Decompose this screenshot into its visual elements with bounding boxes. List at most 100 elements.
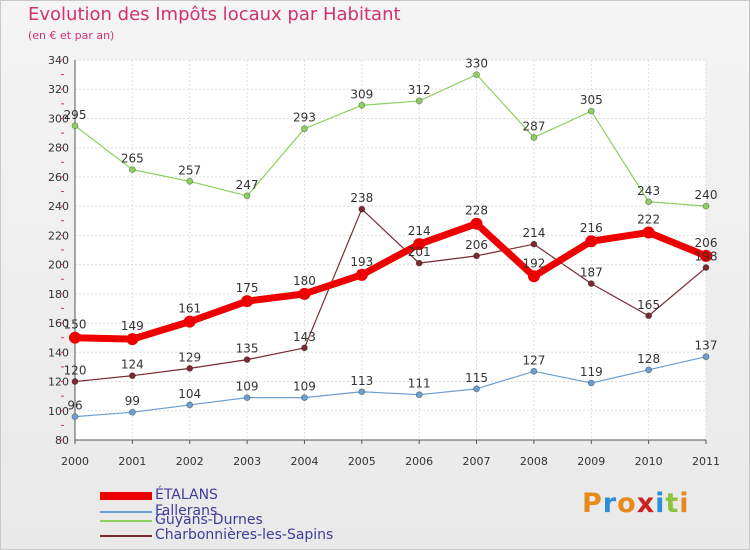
data-point	[473, 71, 480, 79]
data-label: 330	[465, 57, 488, 71]
data-label: 137	[695, 339, 718, 353]
data-label: 216	[580, 221, 603, 235]
data-point	[186, 401, 194, 409]
data-point	[642, 226, 655, 239]
x-tick-label: 2001	[118, 455, 146, 468]
data-label: 309	[350, 87, 373, 101]
data-point	[473, 252, 480, 260]
x-tick-label: 2000	[61, 455, 89, 468]
data-point	[71, 413, 79, 421]
data-label: 222	[637, 212, 660, 226]
data-point	[243, 394, 251, 402]
data-label: 150	[64, 318, 87, 332]
data-label: 149	[121, 319, 144, 333]
legend-swatch	[100, 520, 152, 522]
y-tick-label: 260	[48, 171, 69, 184]
data-label: 127	[522, 353, 545, 367]
data-point	[71, 378, 79, 385]
data-point	[69, 331, 81, 344]
y-tick-label: 320	[48, 83, 69, 96]
y-tick-label: 240	[48, 200, 69, 213]
x-tick-label: 2004	[290, 455, 318, 468]
data-point	[241, 295, 254, 308]
data-label: 287	[522, 119, 545, 133]
series-fallerans	[71, 353, 710, 421]
legend-label: Guyans-Durnes	[155, 512, 263, 528]
y-tick-label: 140	[48, 346, 69, 359]
logo-letter: o	[617, 488, 637, 519]
data-point	[355, 268, 368, 281]
data-point	[126, 333, 139, 346]
data-label: 257	[178, 163, 201, 177]
plot-area	[75, 60, 706, 440]
data-point	[702, 264, 710, 271]
axes: 8010012014016018020022024026028030032034…	[48, 54, 720, 468]
data-label: 175	[236, 281, 259, 295]
line-chart: 8010012014016018020022024026028030032034…	[48, 54, 720, 468]
data-label: 214	[522, 226, 545, 240]
data-point	[415, 259, 423, 267]
series-line-fallerans	[74, 356, 707, 418]
y-tick-label: 120	[48, 376, 69, 389]
data-label: 165	[637, 298, 660, 312]
y-tick-label: 160	[48, 317, 69, 330]
data-point	[186, 177, 194, 185]
data-label: 214	[408, 224, 431, 238]
data-point	[298, 287, 311, 300]
data-point	[358, 205, 366, 213]
data-point	[186, 364, 194, 372]
data-point	[587, 280, 595, 288]
series-line-charbonnieres-les-sapins	[74, 208, 707, 383]
data-point	[183, 315, 196, 328]
data-point	[415, 97, 423, 105]
x-tick-label: 2009	[577, 455, 605, 468]
legend-label: ÉTALANS	[155, 487, 218, 503]
data-point	[530, 134, 538, 141]
data-label: 293	[293, 111, 316, 125]
x-tick-label: 2006	[405, 455, 433, 468]
logo-letter: r	[602, 488, 618, 519]
data-label: 96	[67, 399, 82, 413]
data-point	[301, 125, 308, 133]
data-point	[358, 388, 366, 396]
data-point	[301, 344, 308, 352]
logo-letter: t	[665, 488, 680, 519]
data-label: 295	[64, 108, 87, 122]
x-tick-label: 2005	[348, 455, 376, 468]
series-line-etalans	[74, 220, 708, 343]
logo-letter: P	[582, 488, 603, 519]
data-label: 312	[408, 83, 431, 97]
grid	[74, 59, 707, 441]
y-tick-label: 100	[48, 405, 69, 418]
data-point	[301, 394, 308, 402]
data-label: 104	[178, 387, 201, 401]
data-point	[587, 379, 595, 387]
logo-letter: i	[679, 488, 690, 519]
series-charbonnieres-les-sapins	[71, 205, 710, 385]
y-tick-label: 300	[48, 112, 69, 125]
legend-label: Fallerans	[155, 503, 218, 519]
x-tick-label: 2002	[176, 455, 204, 468]
data-point	[128, 166, 136, 174]
logo-letter: i	[655, 488, 666, 519]
data-label: 240	[695, 188, 718, 202]
y-tick-label: 180	[48, 288, 69, 301]
data-label: 206	[695, 236, 718, 250]
data-label: 99	[125, 394, 140, 408]
data-label: 180	[293, 274, 316, 288]
data-point	[585, 235, 598, 248]
y-tick-label: 340	[48, 54, 69, 67]
data-label: 128	[637, 352, 660, 366]
series-guyans-durnes	[71, 71, 710, 210]
data-label: 109	[236, 380, 259, 394]
series-line-guyans-durnes	[74, 74, 707, 207]
data-label: 228	[465, 204, 488, 218]
data-label: 193	[350, 255, 373, 269]
y-tick-label: 280	[48, 142, 69, 155]
data-point	[358, 101, 366, 109]
data-point	[645, 312, 653, 320]
x-tick-label: 2003	[233, 455, 261, 468]
data-label: 115	[465, 371, 488, 385]
data-point	[702, 202, 710, 210]
data-point	[470, 217, 483, 230]
